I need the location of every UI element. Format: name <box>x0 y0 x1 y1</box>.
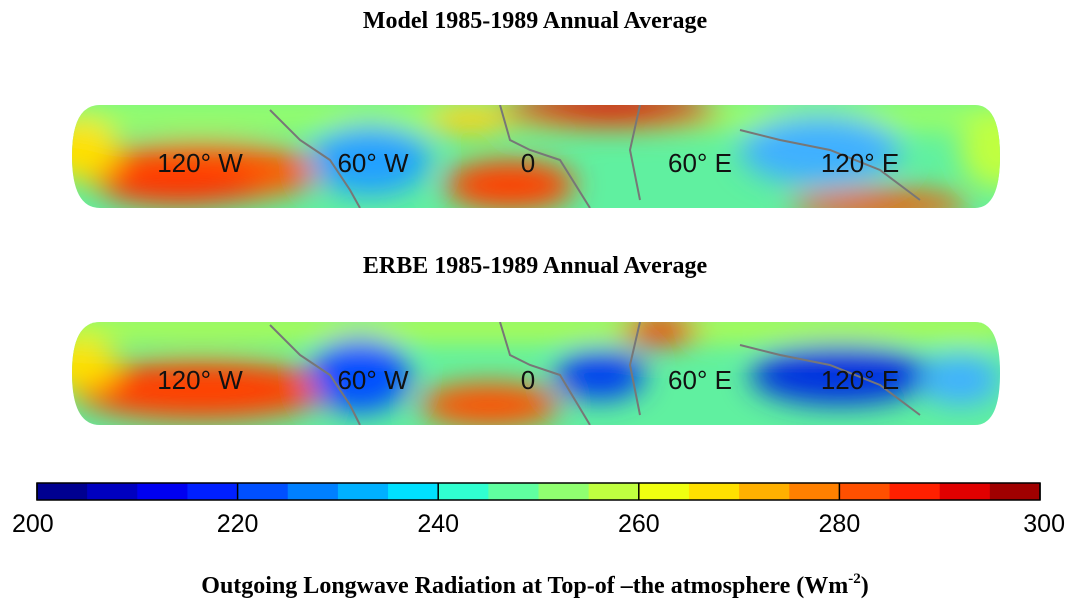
colorbar: 200 220 240 260 280 300 <box>12 482 1065 538</box>
colorbar-swatch <box>137 483 188 500</box>
colorbar-swatch <box>438 483 489 500</box>
map-field <box>72 105 1000 208</box>
longitude-label: 60° W <box>337 365 409 395</box>
colorbar-swatch <box>287 483 339 500</box>
colorbar-swatch <box>337 483 389 500</box>
colorbar-swatch <box>87 483 138 500</box>
longitude-label: 120° W <box>157 148 243 178</box>
colorbar-tick-label: 280 <box>819 510 861 538</box>
colorbar-swatch <box>388 483 439 500</box>
longitude-label: 120° W <box>157 365 243 395</box>
longitude-label: 0 <box>521 365 535 395</box>
colorbar-swatch <box>939 483 991 500</box>
colorbar-swatch <box>588 483 640 500</box>
colorbar-label: Outgoing Longwave Radiation at Top-of –t… <box>201 571 868 599</box>
longitude-label: 120° E <box>821 365 899 395</box>
map-field <box>72 322 1000 425</box>
colorbar-tick-label: 220 <box>217 510 259 538</box>
label-suffix: ) <box>861 573 869 599</box>
longitude-label: 120° E <box>821 148 899 178</box>
colorbar-swatch <box>638 483 690 500</box>
longitude-label: 60° E <box>668 365 732 395</box>
colorbar-swatch <box>237 483 289 500</box>
longitude-label: 60° E <box>668 148 732 178</box>
colorbar-tick-label: 240 <box>417 510 459 538</box>
colorbar-swatch <box>889 483 941 500</box>
colorbar-swatch <box>739 483 790 500</box>
colorbar-swatch <box>989 483 1041 500</box>
longitude-label: 0 <box>521 148 535 178</box>
colorbar-swatch <box>488 483 539 500</box>
colorbar-tick-label: 300 <box>1023 510 1065 538</box>
colorbar-swatch <box>187 483 239 500</box>
map-title: ERBE 1985-1989 Annual Average <box>363 253 708 279</box>
map-title: Model 1985-1989 Annual Average <box>363 8 708 34</box>
colorbar-swatch <box>839 483 891 500</box>
label-superscript: -2 <box>848 571 861 587</box>
longitude-label: 60° W <box>337 148 409 178</box>
colorbar-tick-label: 260 <box>618 510 660 538</box>
label-text: Outgoing Longwave Radiation at Top-of –t… <box>201 573 848 599</box>
colorbar-swatch <box>789 483 840 500</box>
colorbar-swatch <box>688 483 740 500</box>
colorbar-tick-label: 200 <box>12 510 54 538</box>
colorbar-swatch <box>538 483 590 500</box>
colorbar-swatch <box>37 483 88 500</box>
